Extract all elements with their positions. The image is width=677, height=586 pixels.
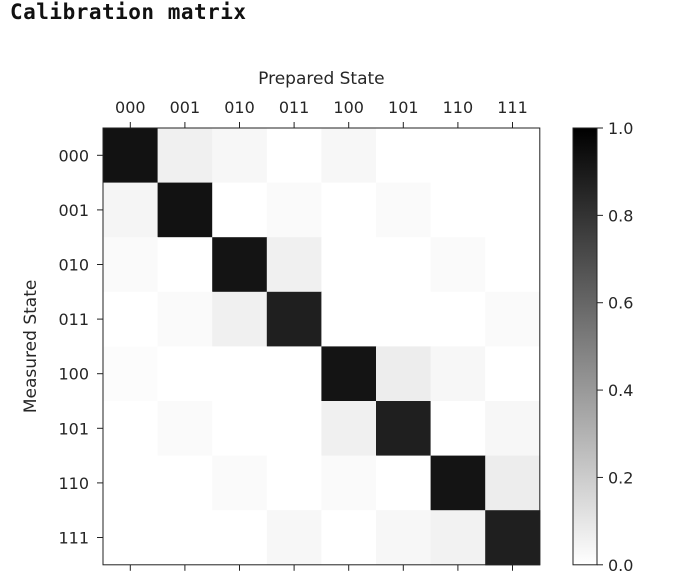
heatmap-cell	[212, 346, 268, 402]
heatmap-cell	[266, 237, 322, 293]
heatmap-cell	[485, 346, 541, 402]
heatmap-cell	[485, 510, 541, 566]
x-axis-ticks: 000 001 010 011 100 101 110 111	[115, 98, 528, 571]
y-axis-ticks: 000 001 010 011 100 101 110 111	[58, 146, 103, 548]
y-tick-label: 010	[58, 256, 89, 275]
heatmap-cell	[157, 401, 213, 457]
y-tick-label: 111	[58, 529, 89, 548]
heatmap-cells	[103, 128, 541, 566]
heatmap-cell	[430, 401, 486, 457]
heatmap-cell	[266, 128, 322, 184]
heatmap-cell	[321, 182, 377, 238]
heatmap-cell	[321, 401, 377, 457]
heatmap-cell	[376, 128, 432, 184]
heatmap-cell	[157, 128, 213, 184]
heatmap-cell	[212, 182, 268, 238]
heatmap-cell	[321, 346, 377, 402]
heatmap-cell	[376, 291, 432, 347]
heatmap-cell	[157, 510, 213, 566]
heatmap-cell	[103, 237, 159, 293]
x-tick-label: 100	[333, 98, 364, 117]
x-tick-label: 111	[497, 98, 528, 117]
heatmap-cell	[103, 128, 159, 184]
heatmap-cell	[266, 346, 322, 402]
heatmap-cell	[485, 455, 541, 511]
heatmap-cell	[103, 291, 159, 347]
heatmap-cell	[430, 346, 486, 402]
x-tick-label: 010	[224, 98, 255, 117]
heatmap-cell	[430, 182, 486, 238]
heatmap-cell	[212, 510, 268, 566]
heatmap-cell	[103, 510, 159, 566]
heatmap-cell	[485, 291, 541, 347]
plot-frame	[102, 127, 541, 566]
heatmap-cell	[321, 291, 377, 347]
heatmap-cell	[266, 510, 322, 566]
y-tick-label: 100	[58, 365, 89, 384]
heatmap-cell	[157, 237, 213, 293]
heatmap-cell	[266, 401, 322, 457]
heatmap-cell	[212, 128, 268, 184]
y-tick-label: 011	[58, 310, 89, 329]
heatmap-cell	[103, 455, 159, 511]
colorbar-tick-label: 0.2	[608, 468, 633, 487]
heatmap-cell	[103, 346, 159, 402]
colorbar-tick-label: 0.4	[608, 381, 633, 400]
x-tick-label: 000	[115, 98, 146, 117]
heatmap-cell	[430, 291, 486, 347]
heatmap-cell	[103, 401, 159, 457]
heatmap-cell	[376, 237, 432, 293]
heatmap-cell	[376, 401, 432, 457]
heatmap-cell	[430, 455, 486, 511]
heatmap-cell	[212, 291, 268, 347]
heatmap-cell	[430, 510, 486, 566]
heatmap-cell	[266, 182, 322, 238]
colorbar-tick-label: 0.6	[608, 294, 633, 313]
heatmap-cell	[321, 455, 377, 511]
heatmap-cell	[266, 291, 322, 347]
heatmap-cell	[212, 237, 268, 293]
heatmap-cell	[485, 401, 541, 457]
colorbar	[572, 127, 598, 566]
y-axis-label: Measured State	[21, 280, 41, 413]
x-tick-label: 001	[170, 98, 201, 117]
heatmap-cell	[376, 182, 432, 238]
heatmap-cell	[212, 401, 268, 457]
y-tick-label: 000	[58, 146, 89, 165]
heatmap-cell	[376, 346, 432, 402]
heatmap-cell	[430, 237, 486, 293]
heatmap-cell	[376, 510, 432, 566]
y-tick-label: 110	[58, 474, 89, 493]
heatmap-cell	[321, 510, 377, 566]
heatmap-cell	[157, 182, 213, 238]
heatmap-cell	[321, 237, 377, 293]
page-title: Calibration matrix	[10, 0, 247, 24]
heatmap-cell	[376, 455, 432, 511]
x-axis-label: Prepared State	[258, 69, 385, 89]
colorbar-tick-label: 0.0	[608, 556, 633, 575]
heatmap-cell	[157, 291, 213, 347]
y-tick-label: 101	[58, 419, 89, 438]
heatmap-cell	[157, 455, 213, 511]
heatmap-cell	[212, 455, 268, 511]
heatmap-cell	[266, 455, 322, 511]
heatmap-cell	[485, 237, 541, 293]
heatmap-cell	[157, 346, 213, 402]
heatmap-cell	[103, 182, 159, 238]
heatmap-cell	[485, 182, 541, 238]
colorbar-tick-label: 1.0	[608, 119, 633, 138]
heatmap-cell	[430, 128, 486, 184]
x-tick-label: 110	[443, 98, 474, 117]
x-tick-label: 011	[279, 98, 310, 117]
colorbar-ticks: 0.0 0.2 0.4 0.6 0.8 1.0	[597, 119, 633, 575]
heatmap-cell	[321, 128, 377, 184]
colorbar-tick-label: 0.8	[608, 206, 633, 225]
y-tick-label: 001	[58, 201, 89, 220]
heatmap-cell	[485, 128, 541, 184]
x-tick-label: 101	[388, 98, 419, 117]
